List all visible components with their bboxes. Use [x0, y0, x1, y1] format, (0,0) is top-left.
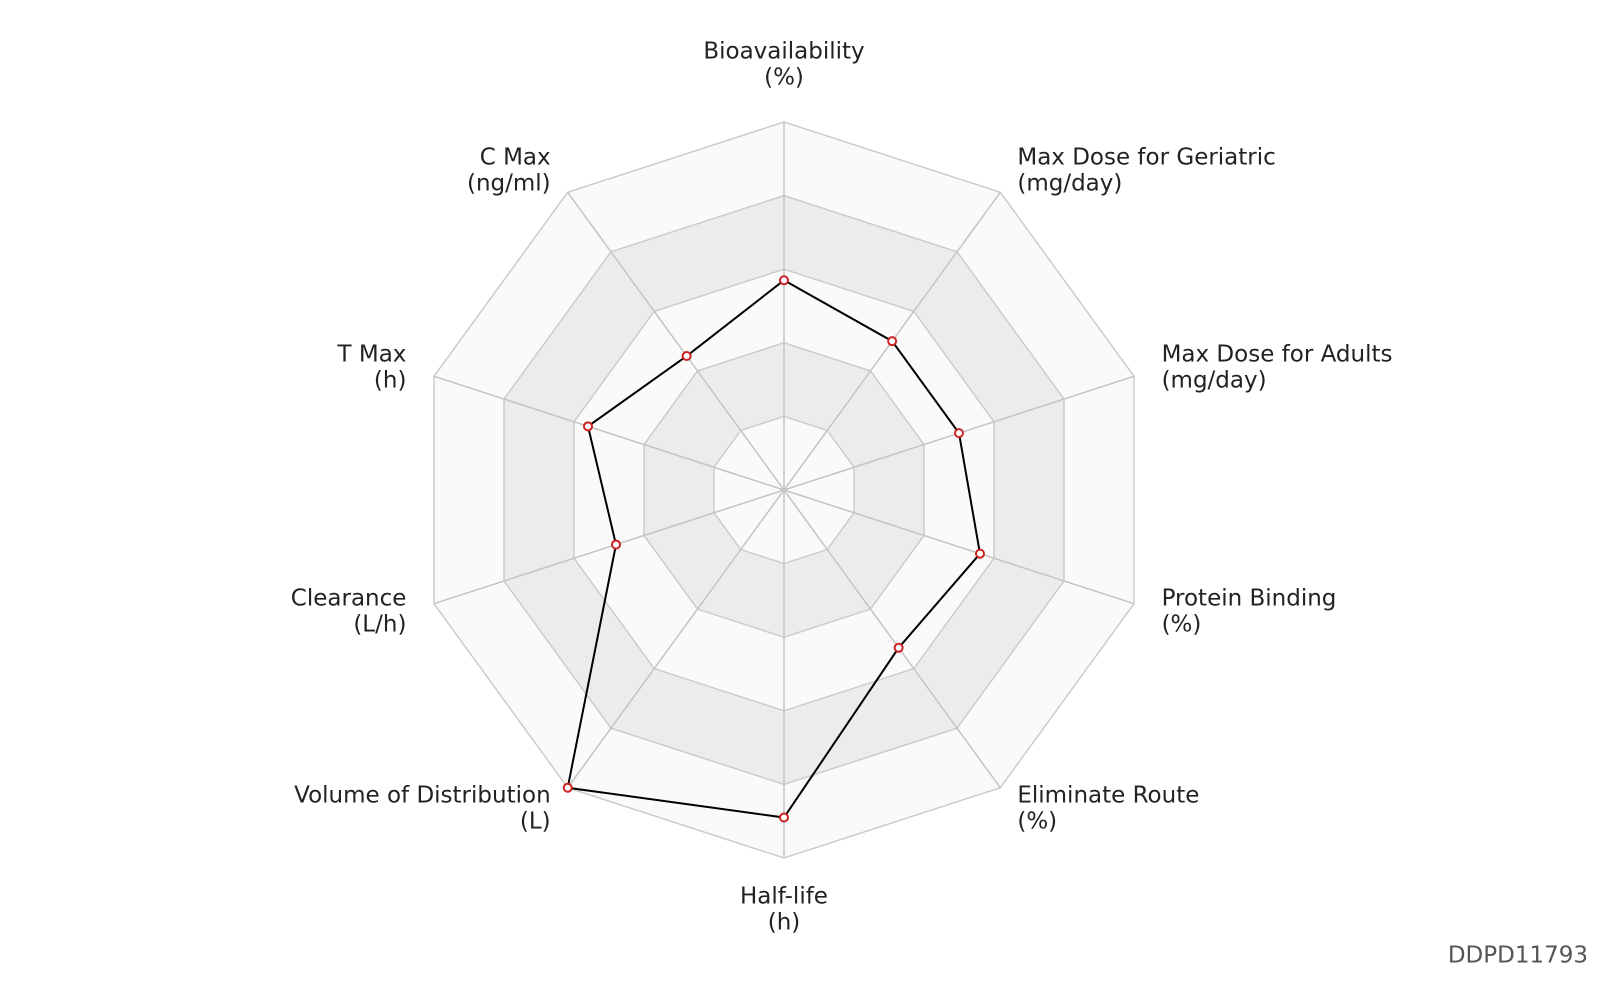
watermark: DDPD11793 [1448, 943, 1588, 969]
axis-unit: (L) [520, 808, 551, 834]
axis-label: Clearance [291, 585, 407, 611]
axis-unit: (mg/day) [1017, 171, 1122, 197]
axis-unit: (L/h) [353, 611, 406, 637]
axis-unit: (ng/ml) [467, 171, 551, 197]
axis-label: T Max [337, 342, 407, 368]
data-point [611, 539, 622, 550]
axis-label: Max Dose for Adults [1162, 342, 1393, 368]
axis-label: Bioavailability [703, 39, 864, 65]
data-point [887, 336, 898, 347]
axis-spoke [433, 489, 785, 605]
axis-spoke [783, 489, 1001, 789]
axis-unit: (%) [1017, 808, 1057, 834]
axis-unit: (%) [1162, 611, 1202, 637]
axis-label: Volume of Distribution [294, 782, 551, 808]
axis-spoke [783, 489, 1135, 605]
axis-unit: (h) [768, 910, 801, 936]
axis-label: Eliminate Route [1017, 782, 1199, 808]
data-point [953, 428, 964, 439]
axis-label: C Max [480, 145, 551, 171]
axis-label: Protein Binding [1162, 585, 1337, 611]
axis-spoke [567, 191, 785, 491]
data-point [562, 782, 573, 793]
axis-label: Half-life [740, 884, 828, 910]
data-point [974, 548, 985, 559]
data-point [779, 275, 789, 286]
axis-unit: (mg/day) [1162, 368, 1267, 394]
axis-unit: (h) [374, 368, 407, 394]
data-point [893, 642, 904, 653]
data-point [583, 421, 594, 432]
data-point [681, 351, 692, 362]
axis-spoke [567, 489, 785, 789]
axis-unit: (%) [764, 65, 804, 91]
axis-spoke [433, 375, 785, 491]
axis-label: Max Dose for Geriatric [1017, 145, 1275, 171]
data-point [779, 812, 789, 823]
